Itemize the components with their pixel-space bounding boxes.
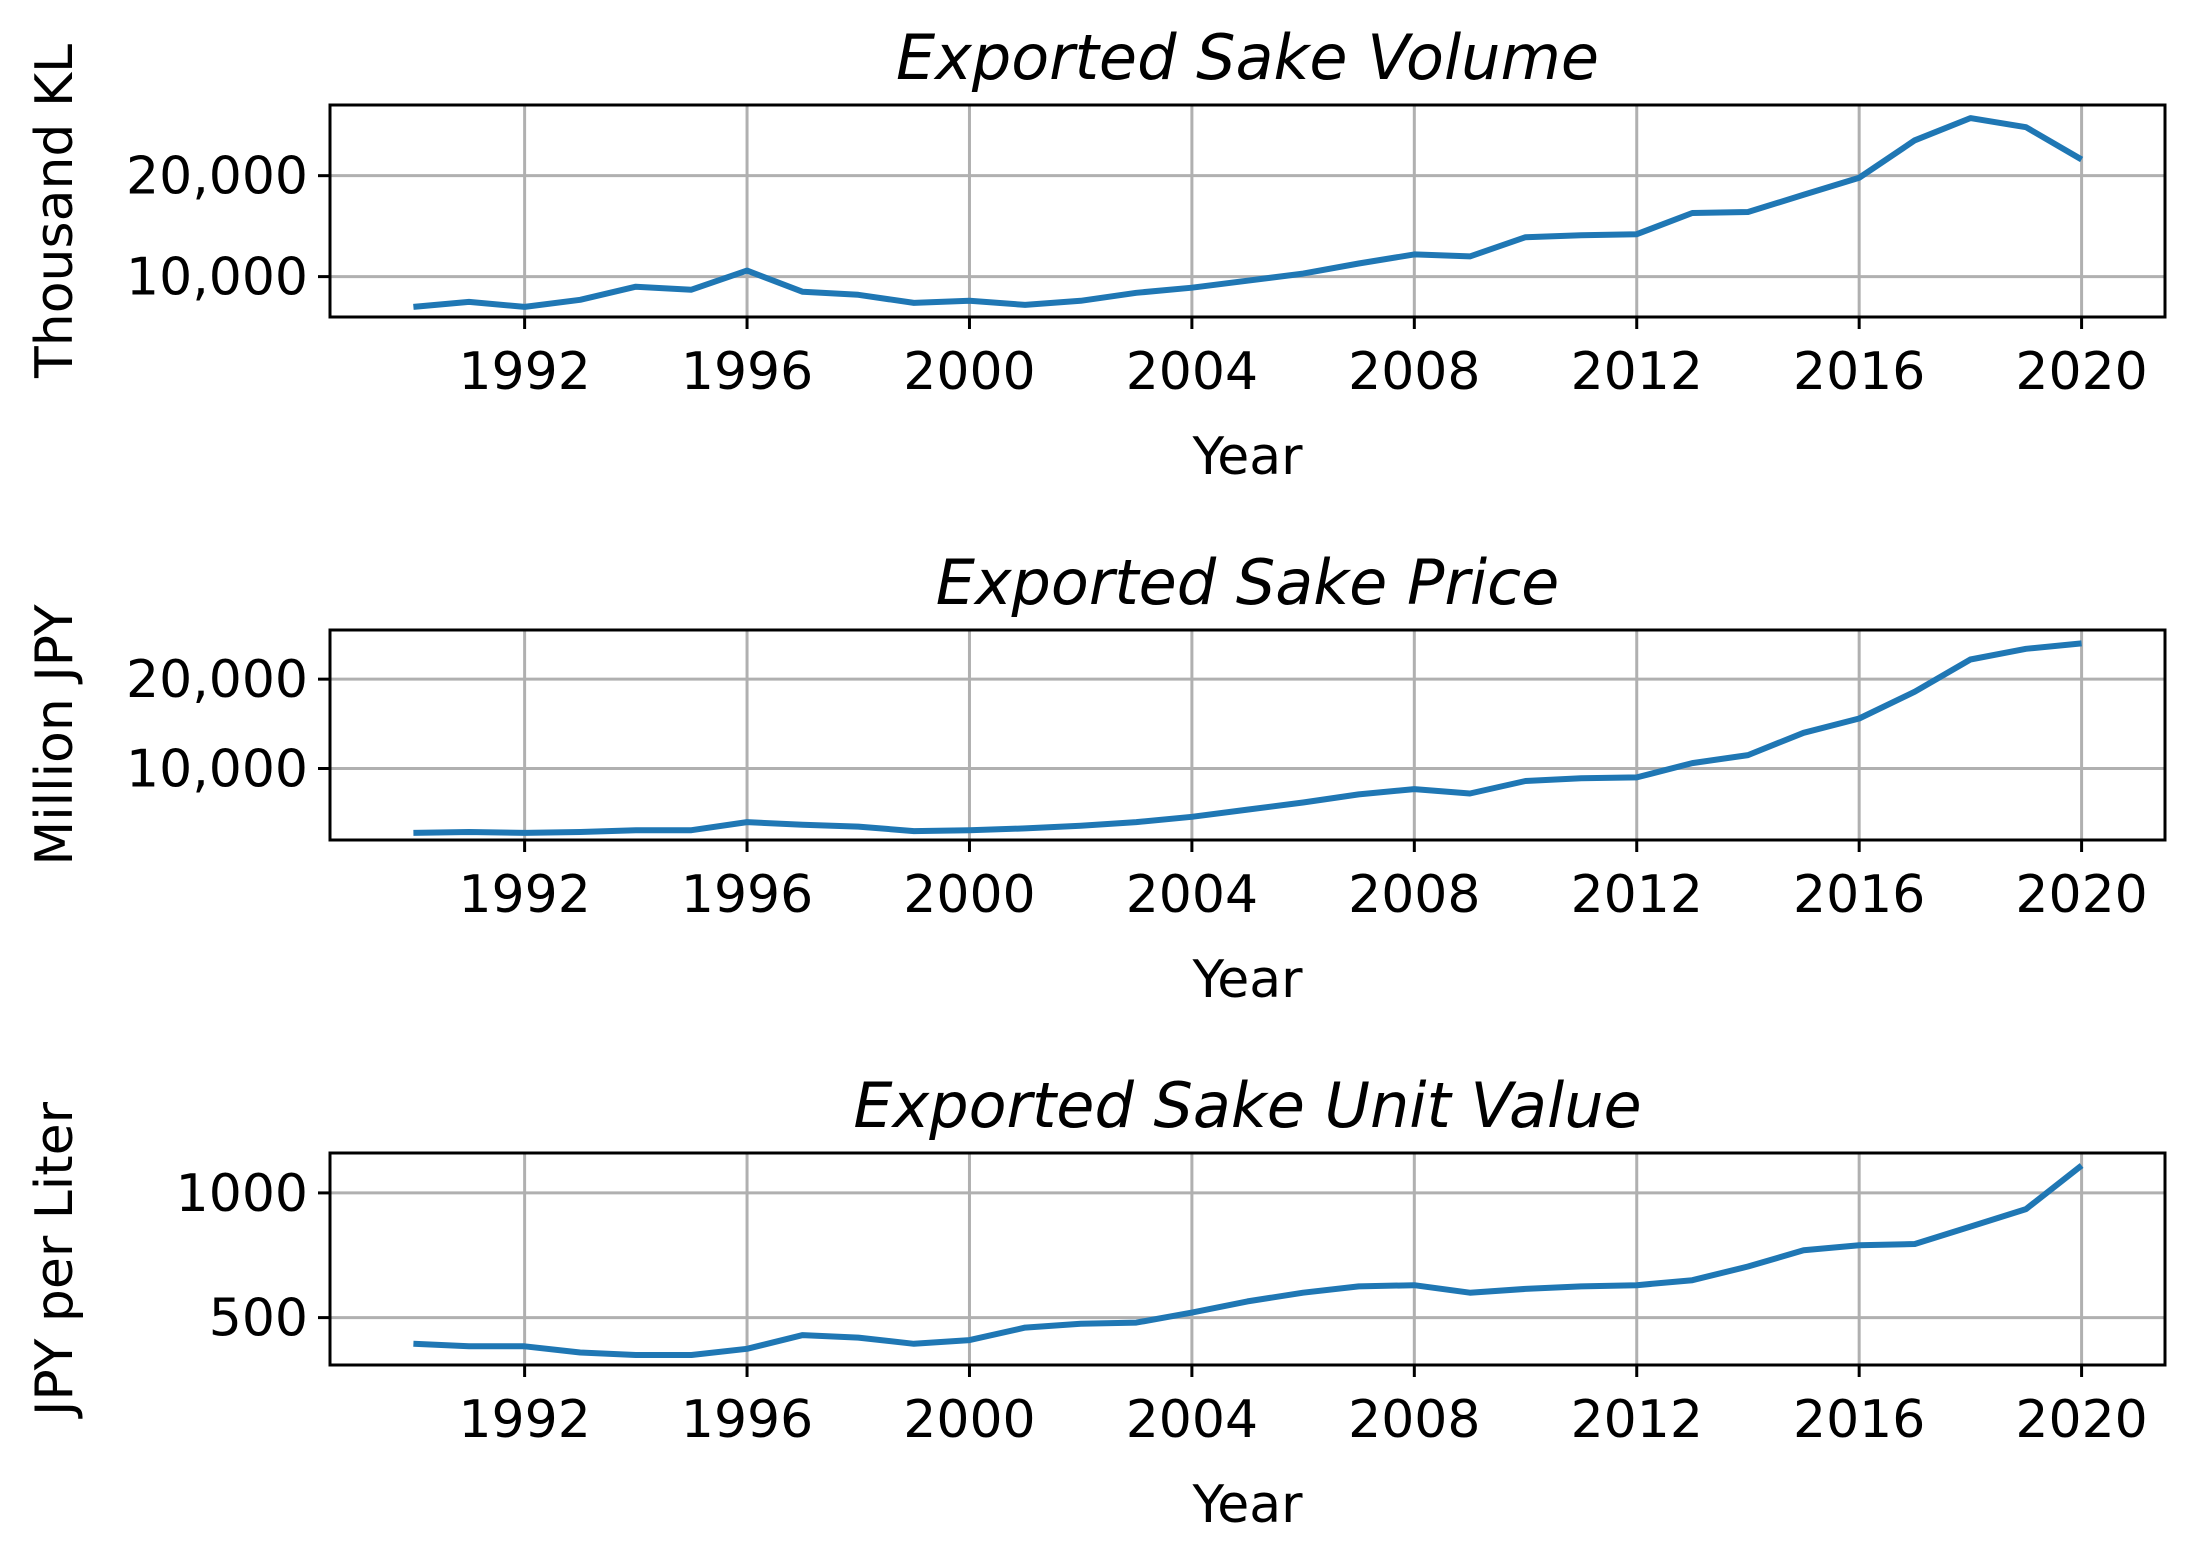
y-tick-label: 1000 <box>176 1164 308 1224</box>
chart-title: Exported Sake Unit Value <box>853 1069 1641 1142</box>
x-axis-label: Year <box>1191 1475 1303 1535</box>
x-tick-label: 2000 <box>903 865 1035 925</box>
y-tick-label: 10,000 <box>126 248 308 308</box>
x-tick-label: 2004 <box>1126 1390 1258 1450</box>
y-axis-label: Million JPY <box>25 604 85 866</box>
series-line <box>413 640 2082 836</box>
series-line <box>413 115 2084 310</box>
x-tick-label: 2004 <box>1126 342 1258 402</box>
chart-title: Exported Sake Volume <box>896 21 1599 94</box>
x-tick-label: 2012 <box>1571 865 1703 925</box>
x-tick-label: 2016 <box>1793 1390 1925 1450</box>
x-tick-label: 1996 <box>681 865 813 925</box>
x-tick-label: 1996 <box>681 342 813 402</box>
plot-frame <box>328 1151 2167 1367</box>
x-tick-label: 2004 <box>1126 865 1258 925</box>
x-tick-label: 2000 <box>903 1390 1035 1450</box>
x-tick-label: 2020 <box>2015 342 2147 402</box>
y-axis-label: Thousand KL <box>25 44 85 379</box>
x-tick-label: 1992 <box>458 865 590 925</box>
x-tick-label: 2020 <box>2015 1390 2147 1450</box>
x-tick-label: 2020 <box>2015 865 2147 925</box>
y-tick-label: 500 <box>209 1289 308 1349</box>
x-tick-label: 2016 <box>1793 342 1925 402</box>
x-tick-label: 2016 <box>1793 865 1925 925</box>
x-tick-label: 2012 <box>1571 342 1703 402</box>
x-tick-label: 1992 <box>458 342 590 402</box>
series-line <box>413 1163 2084 1358</box>
x-tick-label: 2000 <box>903 342 1035 402</box>
x-tick-label: 2012 <box>1571 1390 1703 1450</box>
y-axis-label: JPY per Liter <box>25 1101 85 1419</box>
y-tick-label: 10,000 <box>126 740 308 800</box>
x-tick-label: 1996 <box>681 1390 813 1450</box>
x-tick-label: 2008 <box>1348 865 1480 925</box>
chart-title: Exported Sake Price <box>936 546 1560 619</box>
plot-frame <box>328 628 2167 842</box>
chart-panel-2: 1992 1996 2000 2004 2008 2012 2016 2020 10,000 20… <box>25 546 2167 1010</box>
x-axis-label: Year <box>1191 950 1303 1010</box>
y-tick-label: 20,000 <box>126 650 308 710</box>
x-tick-label: 2008 <box>1348 1390 1480 1450</box>
x-tick-label: 1992 <box>458 1390 590 1450</box>
plot-frame <box>328 103 2167 319</box>
chart-panel-1: 1992 1996 2000 2004 2008 2012 2016 2020 10,000 20… <box>25 21 2167 487</box>
y-tick-label: 20,000 <box>126 147 308 207</box>
x-axis-label: Year <box>1191 427 1303 487</box>
chart-panel-3: 1992 1996 2000 2004 2008 2012 2016 2020 500 1000 E… <box>25 1069 2167 1535</box>
x-tick-label: 2008 <box>1348 342 1480 402</box>
